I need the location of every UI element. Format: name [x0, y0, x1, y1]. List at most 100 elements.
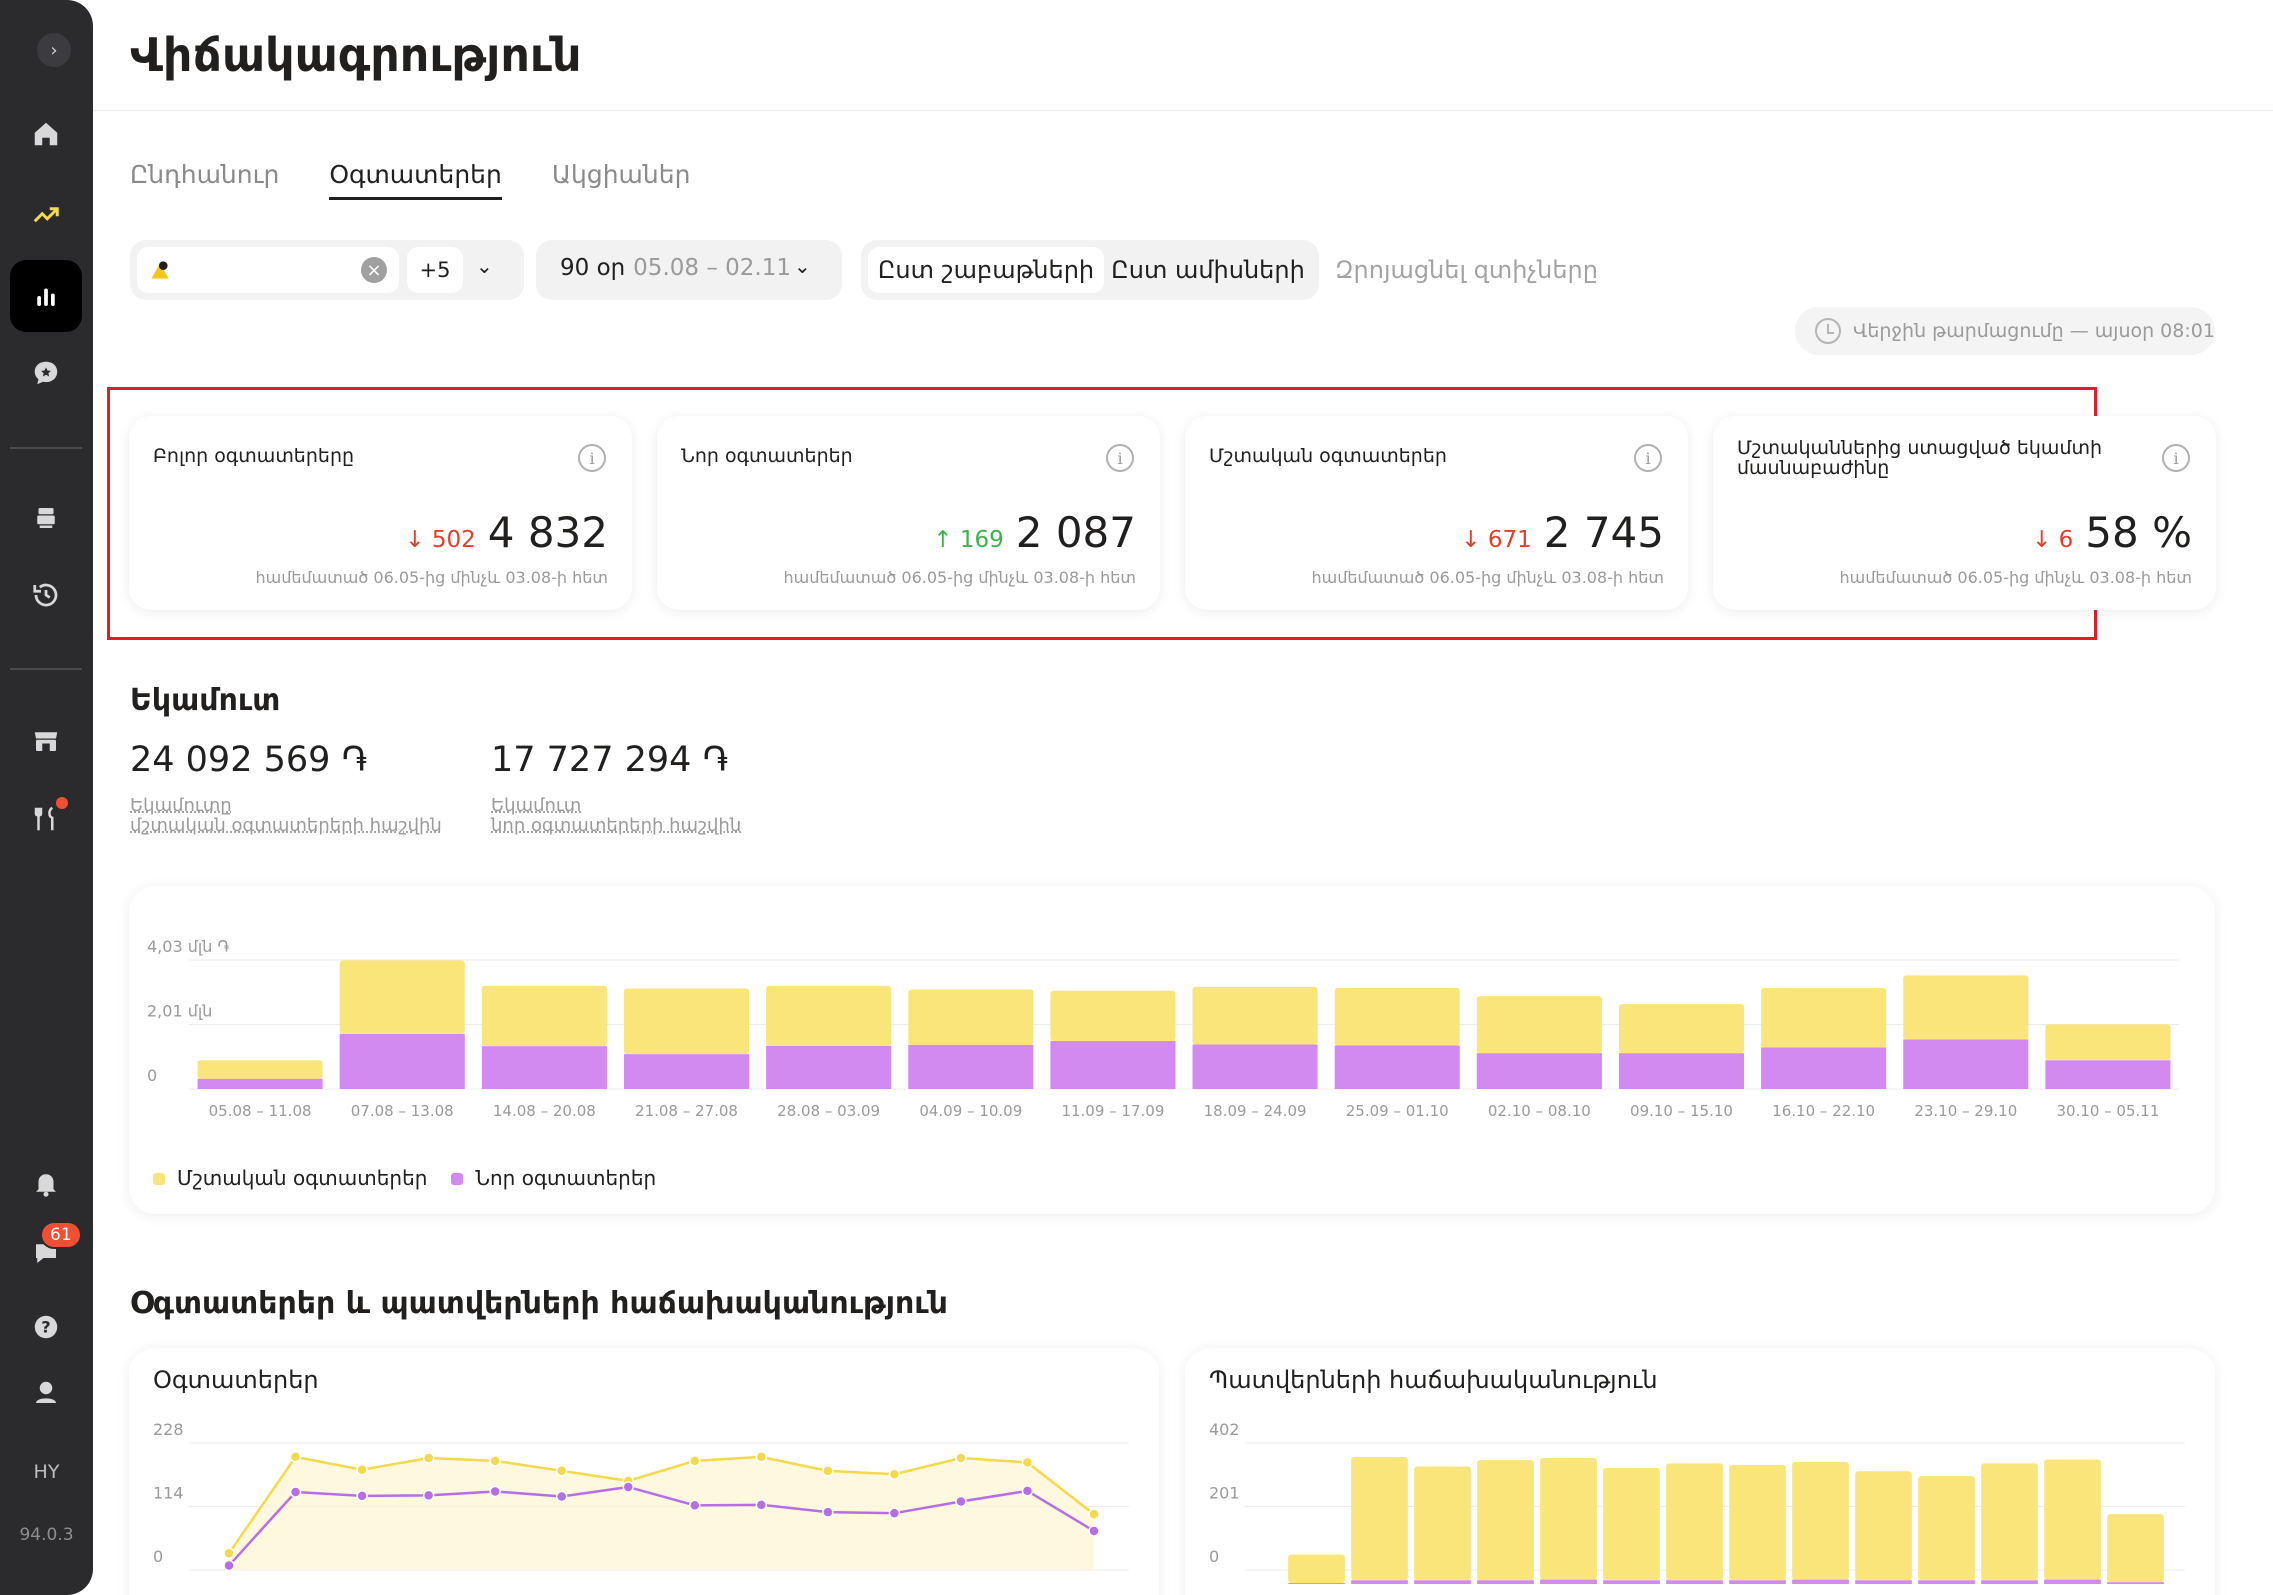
by-months-button[interactable]: Ըստ ամիսների [1104, 247, 1312, 293]
x-tick-label: 16.10 – 22.10 [1772, 1102, 1875, 1120]
bell-icon[interactable] [21, 1158, 71, 1208]
bar-segment [2044, 1460, 2101, 1580]
app-version: 94.0.3 [0, 1525, 93, 1545]
reviews-icon[interactable] [21, 348, 71, 398]
kpi-value: 2 745 [1544, 508, 1664, 557]
chat-badge: 61 [40, 1221, 82, 1249]
x-tick-label: 05.08 – 11.08 [209, 1102, 312, 1120]
bar-segment [1477, 1580, 1534, 1584]
data-point [889, 1469, 899, 1479]
page-title: Վիճակագրություն [130, 28, 582, 82]
reset-filters-link[interactable]: Զրոյացնել զտիչները [1335, 256, 1598, 284]
info-icon[interactable]: i [1634, 444, 1662, 472]
history-icon[interactable] [21, 570, 71, 620]
language-switch[interactable]: HY [0, 1461, 93, 1483]
data-point [1089, 1526, 1099, 1536]
revenue-chart-card: 4,03 մլն ֏ 2,01 մլն 0 05.08 – 11.08 07.08 – … [129, 886, 2215, 1214]
clock-icon [1815, 318, 1841, 344]
y-tick-label: 228 [153, 1420, 184, 1439]
x-tick-label: 30.10 – 05.11 [2056, 1102, 2159, 1120]
period-filter[interactable]: 90 օր 05.08 – 02.11 ⌄ [536, 240, 842, 300]
bar-segment [1729, 1580, 1786, 1584]
data-point [756, 1452, 766, 1462]
bar-segment [624, 1054, 749, 1089]
bar-segment [2107, 1514, 2164, 1582]
data-point [490, 1486, 500, 1496]
bar-segment [2107, 1582, 2164, 1584]
data-point [291, 1452, 301, 1462]
bar-segment [1981, 1463, 2038, 1580]
help-icon[interactable]: ? [21, 1302, 71, 1352]
x-tick-label: 11.09 – 17.09 [1061, 1102, 1164, 1120]
kpi-note: համեմատած 06.05-ից մինչև 03.08-ի հետ [255, 568, 608, 587]
data-point [224, 1561, 234, 1571]
bar-segment [1288, 1555, 1345, 1583]
revenue-title: Եկամուտ [130, 683, 280, 718]
bar-segment [1603, 1580, 1660, 1584]
revenue-bar-chart: 4,03 մլն ֏ 2,01 մլն 0 05.08 – 11.08 07.08 – … [129, 886, 2215, 1146]
statistics-icon[interactable] [10, 260, 82, 332]
x-tick-label: 14.08 – 20.08 [493, 1102, 596, 1120]
kpi-card-regular-revenue-share: Մշտականներից ստացված եկամտի մասնաբաժինը … [1713, 416, 2216, 610]
main-content: Վիճակագրություն Ընդհանուր Օգտատերեր Ակցի… [93, 0, 2273, 1595]
more-stores-count[interactable]: +5 [407, 247, 463, 293]
tab-general[interactable]: Ընդհանուր [130, 160, 279, 200]
users-line-chart-card: Օգտատերեր 228 114 0 [129, 1348, 1159, 1595]
y-tick-label: 4,03 մլն ֏ [147, 937, 229, 956]
bar-segment [1193, 987, 1318, 1045]
kpi-card-all-users: Բոլոր օգտատերերը i ↓ 502 4 832 համեմատած … [129, 416, 632, 610]
bar-segment [1761, 988, 1886, 1047]
tab-promotions[interactable]: Ակցիաներ [552, 160, 691, 200]
tab-users[interactable]: Օգտատերեր [329, 160, 502, 200]
kpi-value: 58 % [2085, 508, 2192, 557]
kpi-card-new-users: Նոր օգտատերեր i ↑ 169 2 087 համեմատած 06.… [657, 416, 1160, 610]
y-tick-label: 0 [147, 1066, 157, 1085]
store-logo-icon [147, 257, 173, 283]
data-point [424, 1453, 434, 1463]
revenue-regular-label: Եկամուտը մշտական օգտատերերի հաշվին [130, 796, 442, 836]
x-tick-label: 18.09 – 24.09 [1204, 1102, 1307, 1120]
profile-icon[interactable] [21, 1368, 71, 1418]
trending-icon[interactable] [21, 190, 71, 240]
kpi-delta: ↓ 502 [405, 527, 476, 553]
data-point [823, 1507, 833, 1517]
section-title-users-frequency: Օգտատերեր և պատվերների հաճախականություն [130, 1286, 948, 1321]
data-point [956, 1496, 966, 1506]
home-icon[interactable] [21, 109, 71, 159]
x-tick-label: 07.08 – 13.08 [351, 1102, 454, 1120]
bar-segment [1981, 1580, 2038, 1584]
bar-segment [2044, 1580, 2101, 1584]
bar-segment [198, 1079, 323, 1089]
by-weeks-button[interactable]: Ըստ շաբաթների [868, 247, 1104, 293]
kpi-title: Նոր օգտատերեր [681, 446, 1081, 466]
store-icon[interactable] [21, 716, 71, 766]
clear-icon[interactable]: × [361, 257, 387, 283]
data-point [623, 1482, 633, 1492]
chevron-down-icon[interactable]: ⌄ [476, 254, 493, 278]
device-icon[interactable] [21, 493, 71, 543]
data-point [557, 1491, 567, 1501]
info-icon[interactable]: i [1106, 444, 1134, 472]
y-tick-label: 201 [1209, 1484, 1240, 1503]
info-icon[interactable]: i [578, 444, 606, 472]
bar-segment [1477, 996, 1602, 1053]
chevron-down-icon[interactable]: ⌄ [794, 254, 811, 278]
legend-regular-users[interactable]: Մշտական օգտատերեր [153, 1166, 427, 1190]
bar-segment [1855, 1580, 1912, 1584]
bar-segment [1477, 1460, 1534, 1580]
period-label: 90 օր [560, 255, 625, 281]
bar-segment [1918, 1476, 1975, 1580]
bar-segment [1414, 1580, 1471, 1584]
legend-new-users[interactable]: Նոր օգտատերեր [451, 1166, 656, 1190]
bar-segment [1903, 975, 2028, 1039]
tabs: Ընդհանուր Օգտատերեր Ակցիաներ [130, 160, 690, 200]
bar-segment [1855, 1471, 1912, 1580]
bar-segment [1050, 991, 1175, 1041]
store-select[interactable]: × [137, 247, 399, 293]
kpi-title: Մշտական օգտատերեր [1209, 446, 1609, 466]
chevron-right-icon[interactable]: › [37, 33, 71, 67]
bar-segment [1351, 1457, 1408, 1580]
info-icon[interactable]: i [2162, 444, 2190, 472]
notification-dot [54, 795, 70, 811]
bar-segment [624, 988, 749, 1054]
